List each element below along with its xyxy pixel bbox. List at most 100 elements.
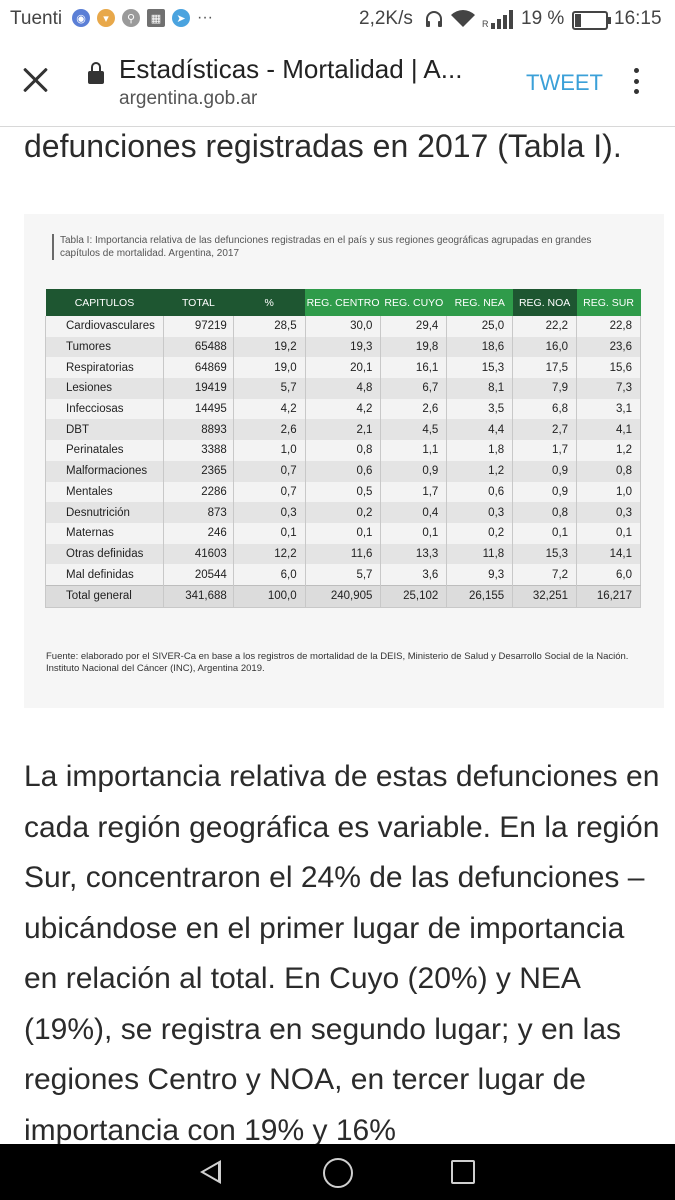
table-cell: 100,0 (232, 584, 306, 608)
table-cell: 4,2 (304, 398, 381, 420)
table-cell: 19,8 (380, 336, 447, 358)
table-cell: 11,8 (446, 543, 513, 565)
photo-icon: ▦ (147, 9, 165, 27)
table-cell: 6,0 (232, 564, 306, 586)
table-cell: 4,8 (304, 378, 381, 399)
table-cell: 1,7 (512, 440, 577, 461)
table-cell: 64869 (162, 357, 234, 379)
table-cell: 25,0 (446, 316, 513, 337)
table-cell: 0,1 (304, 522, 381, 544)
battery-percent: 19 % (521, 8, 565, 29)
table-cell: 0,8 (304, 440, 381, 461)
table-cell: 19,0 (232, 357, 306, 379)
table-header-row: CAPITULOS TOTAL % REG. CENTRO REG. CUYO … (45, 289, 641, 316)
row-label: Mal definidas (45, 564, 164, 586)
table-row: Tumores 65488 19,2 19,3 19,8 18,6 16,0 23,6 (45, 336, 641, 358)
back-icon[interactable] (200, 1160, 221, 1184)
more-options-icon[interactable] (634, 68, 640, 94)
table-cell: 2,1 (304, 419, 381, 441)
row-label: Total general (45, 584, 164, 608)
table-cell: 0,1 (380, 522, 447, 544)
table-cell: 25,102 (380, 584, 447, 608)
table-cell: 0,1 (512, 522, 577, 544)
table-cell: 41603 (162, 543, 234, 565)
row-label: Mentales (45, 481, 164, 503)
table-cell: 3,6 (380, 564, 447, 586)
lock-icon[interactable] (88, 62, 104, 84)
table-cell: 0,8 (576, 460, 641, 482)
table-cell: 32,251 (512, 584, 577, 608)
table-cell: 16,217 (576, 584, 641, 608)
home-icon[interactable] (323, 1158, 353, 1188)
table-cell: 65488 (162, 336, 234, 358)
table-cell: 2,6 (380, 398, 447, 420)
table-row: Maternas 246 0,1 0,1 0,1 0,2 0,1 0,1 (45, 522, 641, 544)
table-cell: 2,6 (232, 419, 306, 441)
custom-tab-toolbar: Estadísticas - Mortalidad | A... argenti… (0, 38, 675, 127)
table-cell: 19,3 (304, 336, 381, 358)
column-header: REG. NEA (446, 289, 513, 316)
table-cell: 3,1 (576, 398, 641, 420)
table-body: Cardiovasculares 97219 28,5 30,0 29,4 25,0 22,… (45, 316, 641, 608)
table-row: DBT 8893 2,6 2,1 4,5 4,4 2,7 4,1 (45, 419, 641, 441)
telegram-icon: ➤ (172, 9, 190, 27)
table-cell: 4,1 (576, 419, 641, 441)
column-header: % (233, 289, 306, 316)
recent-apps-icon[interactable] (451, 1160, 475, 1184)
table-cell: 19419 (162, 378, 234, 399)
close-icon[interactable] (22, 66, 50, 94)
table-cell: 0,6 (446, 481, 513, 503)
article-text-partial: defunciones registradas en 2017 (Tabla I… (24, 128, 622, 164)
status-bar: Tuenti ◉ ▾ ⚲ ▦ ➤ ··· 2,2K/s R 19 % 16:15 (0, 0, 675, 38)
table-total-row: Total general 341,688 100,0 240,905 25,102 26… (45, 584, 641, 608)
row-label: Desnutrición (45, 502, 164, 523)
table-cell: 1,8 (446, 440, 513, 461)
table-cell: 8,1 (446, 378, 513, 399)
table-cell: 16,0 (512, 336, 577, 358)
table-cell: 6,0 (576, 564, 641, 586)
table-row: Respiratorias 64869 19,0 20,1 16,1 15,3 17,5 15… (45, 357, 641, 379)
table-cell: 6,7 (380, 378, 447, 399)
tweet-button[interactable]: TWEET (526, 70, 603, 95)
table-cell: 23,6 (576, 336, 641, 358)
table-cell: 5,7 (232, 378, 306, 399)
row-label: DBT (45, 419, 164, 441)
table-cell: 0,2 (446, 522, 513, 544)
system-icons: R (424, 8, 516, 30)
table-cell: 341,688 (162, 584, 234, 608)
table-cell: 0,7 (232, 481, 306, 503)
table-cell: 0,5 (304, 481, 381, 503)
article-paragraph: La importancia relativa de estas defunci… (24, 760, 660, 1147)
table-cell: 17,5 (512, 357, 577, 379)
column-header: REG. CENTRO (305, 289, 381, 316)
table-row: Cardiovasculares 97219 28,5 30,0 29,4 25,0 22,… (45, 316, 641, 337)
clock: 16:15 (614, 8, 662, 29)
table-cell: 2,7 (512, 419, 577, 441)
table-cell: 15,3 (512, 543, 577, 565)
row-label: Maternas (45, 522, 164, 544)
table-cell: 26,155 (446, 584, 513, 608)
table-cell: 1,1 (380, 440, 447, 461)
table-row: Infecciosas 14495 4,2 4,2 2,6 3,5 6,8 3,1 (45, 398, 641, 420)
navigation-bar (0, 1144, 675, 1200)
table-caption: Tabla I: Importancia relativa de las def… (52, 234, 630, 260)
table-cell: 0,2 (304, 502, 381, 523)
table-cell: 22,2 (512, 316, 577, 337)
row-label: Tumores (45, 336, 164, 358)
table-cell: 0,7 (232, 460, 306, 482)
row-label: Malformaciones (45, 460, 164, 482)
mortality-table: CAPITULOS TOTAL % REG. CENTRO REG. CUYO … (45, 289, 641, 608)
table-cell: 20,1 (304, 357, 381, 379)
table-cell: 0,9 (512, 460, 577, 482)
table-cell: 0,3 (232, 502, 306, 523)
table-cell: 1,0 (576, 481, 641, 503)
page-title[interactable]: Estadísticas - Mortalidad | A... (119, 54, 463, 84)
table-cell: 7,2 (512, 564, 577, 586)
table-cell: 246 (162, 522, 234, 544)
more-notifications-icon: ··· (197, 9, 213, 26)
table-row: Mentales 2286 0,7 0,5 1,7 0,6 0,9 1,0 (45, 481, 641, 503)
table-cell: 1,7 (380, 481, 447, 503)
table-cell: 5,7 (304, 564, 381, 586)
column-header: REG. CUYO (380, 289, 447, 316)
page-url[interactable]: argentina.gob.ar (119, 88, 258, 109)
